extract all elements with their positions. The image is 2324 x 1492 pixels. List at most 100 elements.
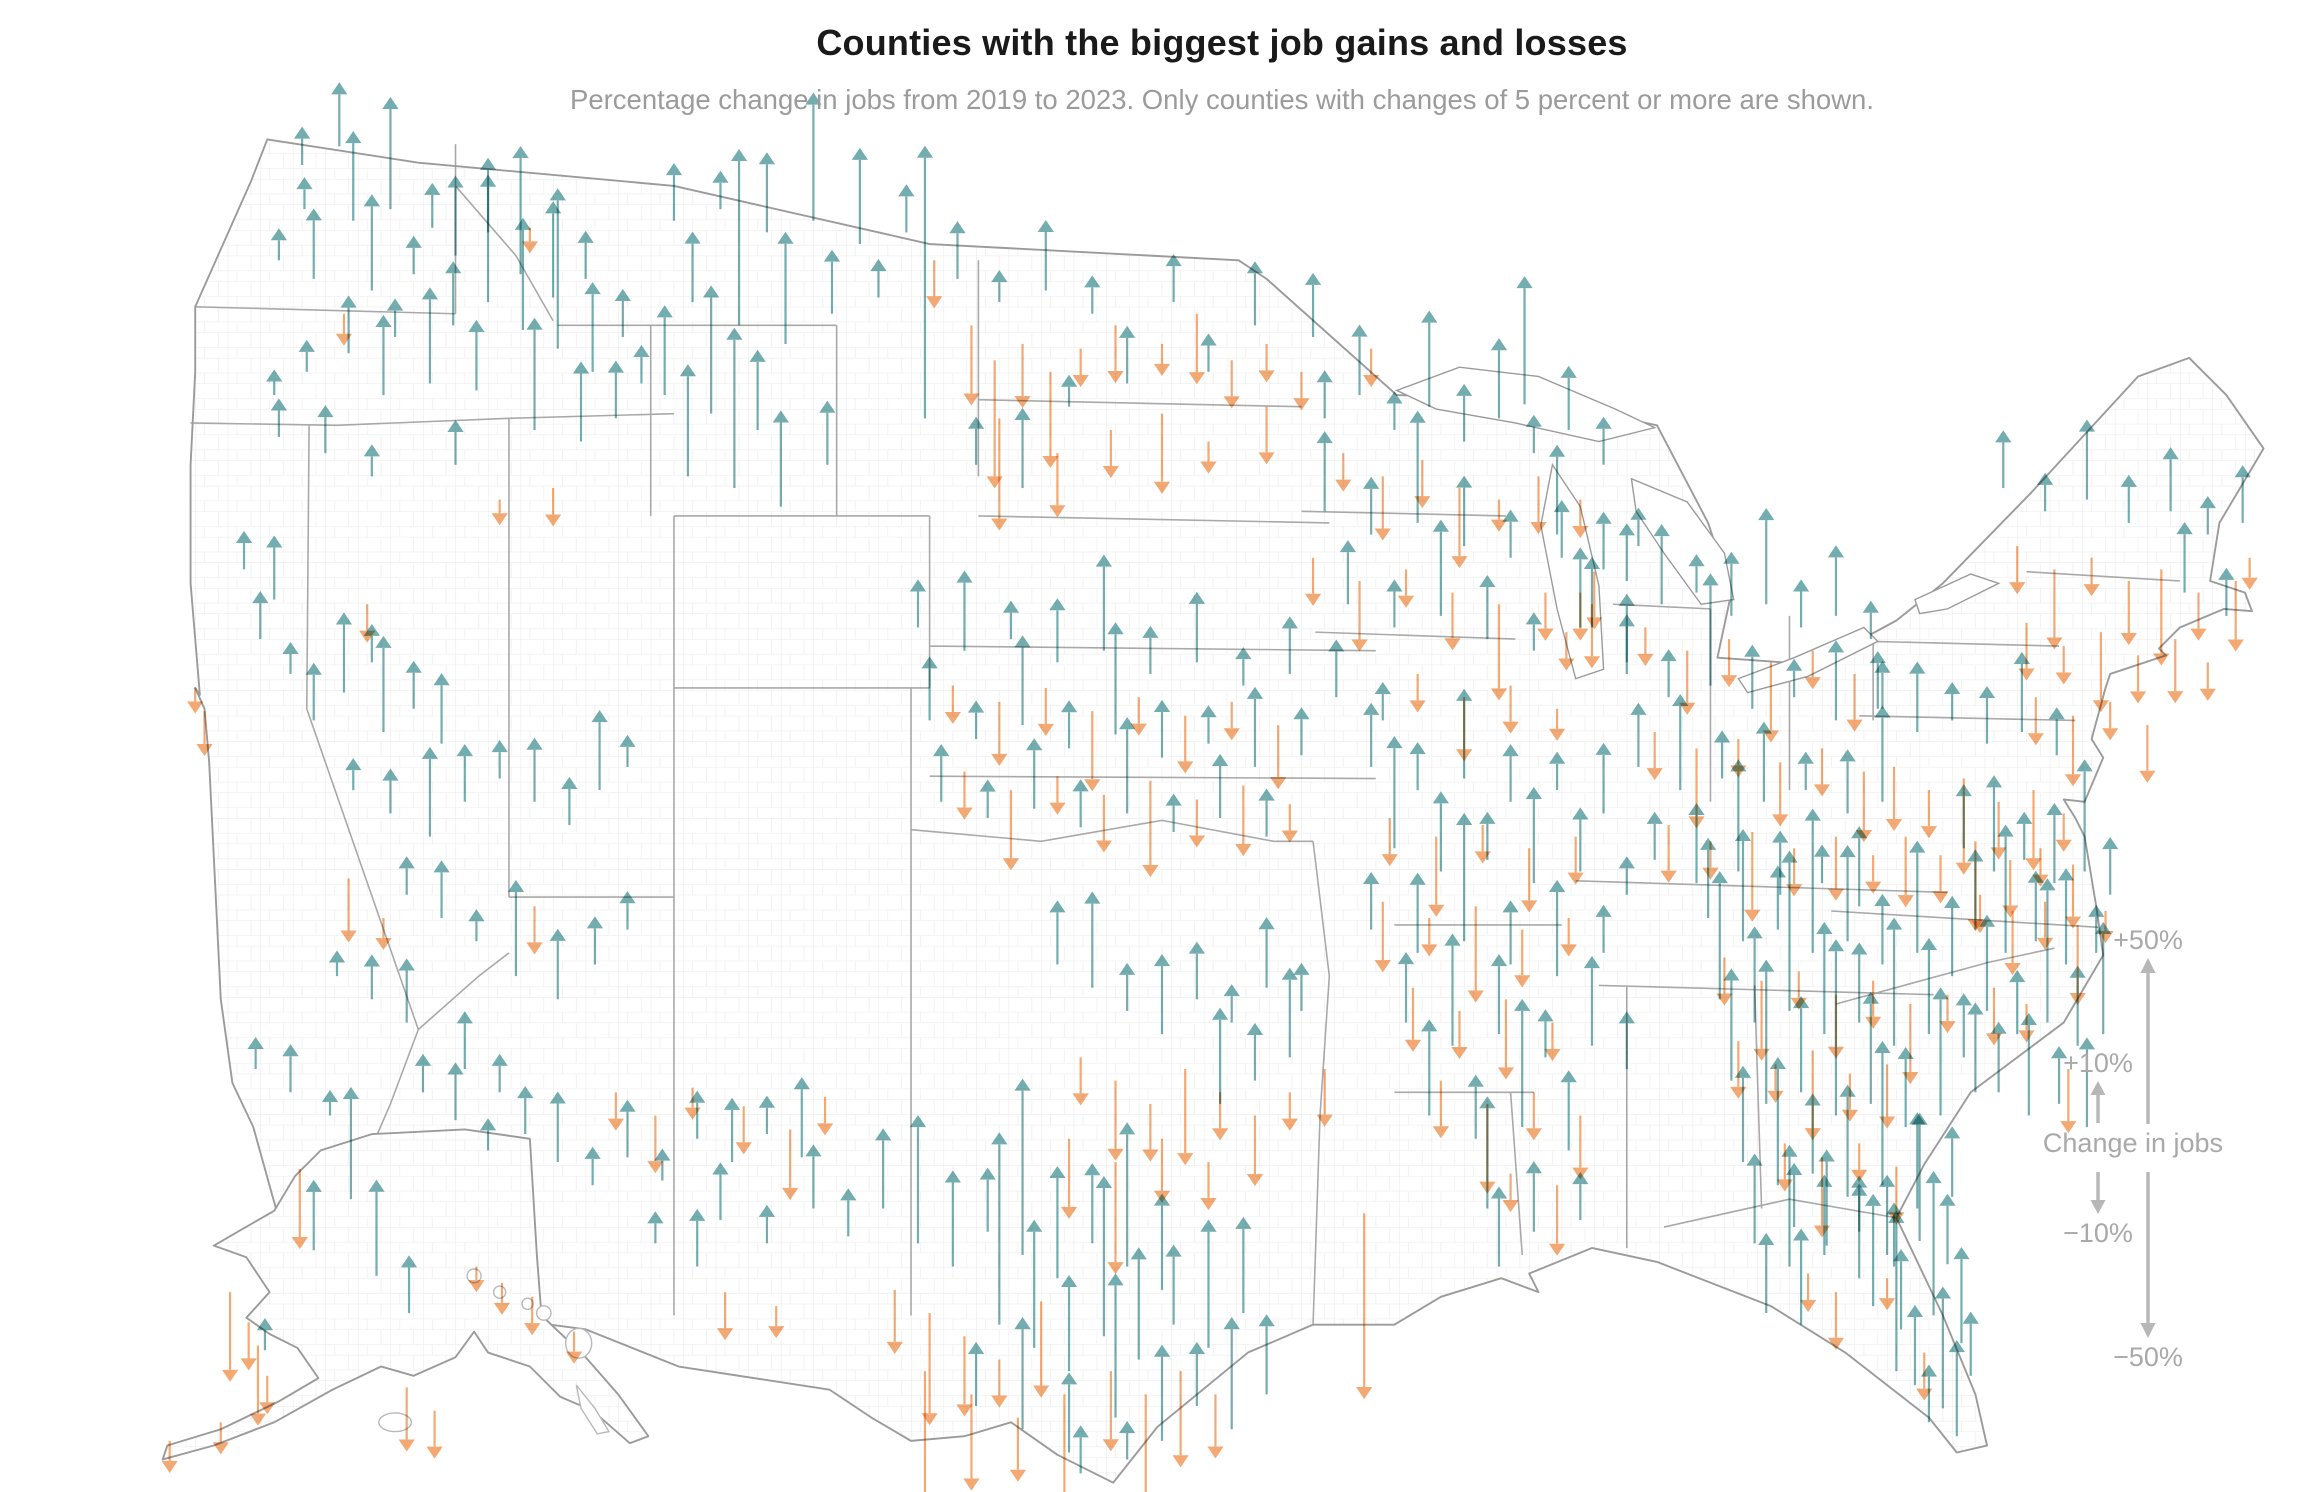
gain-arrow bbox=[414, 1053, 432, 1092]
loss-arrow bbox=[1356, 1213, 1373, 1400]
loss-arrow bbox=[1142, 781, 1159, 878]
loss-arrow bbox=[398, 1387, 415, 1452]
gain-arrow bbox=[1746, 1153, 1763, 1244]
gain-arrow bbox=[1909, 840, 1926, 953]
big-island bbox=[566, 1328, 592, 1358]
lake-erie bbox=[1738, 627, 1877, 692]
gain-arrow bbox=[1985, 775, 2003, 871]
legend-long-up-arrow bbox=[2140, 958, 2156, 1124]
gain-arrow bbox=[1060, 374, 1078, 407]
loss-arrow bbox=[647, 1116, 664, 1174]
gain-arrow bbox=[1723, 968, 1740, 1080]
gain-arrow bbox=[1878, 1174, 1896, 1255]
gain-arrow bbox=[1713, 730, 1731, 778]
gain-arrow bbox=[1281, 616, 1298, 674]
loss-arrow bbox=[426, 1411, 443, 1459]
gain-arrow bbox=[1548, 444, 1566, 535]
gain-arrow bbox=[1595, 511, 1612, 570]
gain-arrow bbox=[1874, 893, 1891, 965]
gain-arrow bbox=[1235, 1216, 1252, 1313]
loss-arrow bbox=[196, 711, 213, 757]
gain-arrow bbox=[1746, 926, 1763, 1022]
loss-arrow bbox=[2092, 632, 2110, 713]
loss-arrow bbox=[1002, 790, 1020, 871]
loss-arrow bbox=[565, 1332, 583, 1364]
loss-arrow bbox=[1467, 906, 1484, 1003]
loss-arrow bbox=[375, 918, 392, 951]
gain-arrow bbox=[2039, 878, 2056, 1022]
gain-arrow bbox=[967, 1341, 985, 1406]
loss-arrow bbox=[1586, 572, 1603, 630]
gain-arrow bbox=[703, 285, 720, 413]
gain-arrow bbox=[909, 579, 927, 627]
loss-arrow bbox=[782, 1129, 799, 1201]
loss-arrow bbox=[187, 688, 204, 714]
loss-arrow bbox=[1646, 732, 1663, 781]
gain-arrow bbox=[619, 891, 636, 929]
loss-arrow bbox=[1142, 1104, 1159, 1162]
loss-arrow bbox=[2002, 860, 2019, 918]
gain-arrow bbox=[2046, 802, 2063, 883]
oahu-island bbox=[494, 1286, 506, 1298]
gain-arrow bbox=[656, 305, 673, 395]
gain-arrow bbox=[1235, 647, 1252, 685]
loss-arrow bbox=[240, 1322, 257, 1371]
gain-arrow bbox=[2057, 868, 2075, 964]
gain-arrow bbox=[1281, 967, 1298, 1058]
gain-arrow bbox=[726, 327, 743, 488]
loss-arrow bbox=[1281, 1092, 1298, 1131]
loss-arrow bbox=[2064, 865, 2082, 929]
gain-arrow bbox=[1339, 540, 1357, 604]
loss-arrow bbox=[249, 1346, 267, 1426]
gain-arrow bbox=[1142, 625, 1159, 674]
loss-arrow bbox=[1572, 1116, 1589, 1180]
gain-arrow bbox=[730, 148, 748, 325]
loss-arrow bbox=[963, 325, 980, 406]
gain-arrow bbox=[363, 444, 380, 476]
gain-arrow bbox=[1490, 338, 1508, 418]
gain-arrow bbox=[270, 398, 288, 436]
gain-arrow bbox=[1595, 904, 1612, 953]
gain-arrow bbox=[1258, 917, 1275, 988]
gain-arrow bbox=[1502, 509, 1519, 558]
gain-arrow bbox=[777, 231, 794, 344]
loss-arrow bbox=[1293, 372, 1310, 411]
gain-arrow bbox=[1432, 519, 1450, 616]
gain-arrow bbox=[1595, 742, 1612, 814]
gain-arrow bbox=[1955, 993, 1972, 1057]
gain-arrow bbox=[363, 194, 380, 290]
loss-arrow bbox=[259, 1376, 276, 1415]
loss-arrow bbox=[1776, 1143, 1793, 1192]
gain-arrow bbox=[1548, 879, 1566, 976]
loss-arrow bbox=[1688, 748, 1705, 829]
gain-arrow bbox=[967, 700, 985, 739]
gain-arrow bbox=[1200, 333, 1217, 371]
loss-arrow bbox=[2120, 581, 2137, 646]
gain-arrow bbox=[758, 1095, 776, 1134]
gain-arrow bbox=[2234, 465, 2251, 523]
gain-arrow bbox=[1455, 383, 1473, 442]
gain-arrow bbox=[679, 364, 697, 476]
gain-arrow bbox=[898, 184, 915, 232]
gain-arrow bbox=[1502, 744, 1519, 802]
loss-arrow bbox=[1107, 325, 1124, 384]
gain-arrow bbox=[1316, 370, 1333, 418]
loss-arrow bbox=[1744, 832, 1761, 922]
legend-minus-50-label: −50% bbox=[2113, 1342, 2183, 1372]
gain-arrow bbox=[1386, 391, 1403, 429]
loss-arrow bbox=[1813, 748, 1831, 797]
loss-arrow bbox=[607, 1092, 624, 1131]
gain-arrow bbox=[1772, 830, 1789, 895]
gain-arrow bbox=[282, 1044, 299, 1092]
gain-arrow bbox=[1490, 1186, 1508, 1266]
gain-arrow bbox=[874, 1128, 892, 1208]
gain-arrow bbox=[689, 1208, 706, 1267]
loss-arrow bbox=[1799, 1274, 1817, 1313]
gain-arrow bbox=[298, 339, 315, 372]
loss-arrow bbox=[1985, 988, 2003, 1046]
southeast-ak-islands bbox=[576, 1385, 609, 1434]
gain-arrow bbox=[584, 282, 601, 372]
loss-arrow bbox=[1381, 818, 1398, 867]
gain-arrow bbox=[1223, 984, 1240, 1022]
loss-arrow bbox=[1172, 1371, 1189, 1468]
